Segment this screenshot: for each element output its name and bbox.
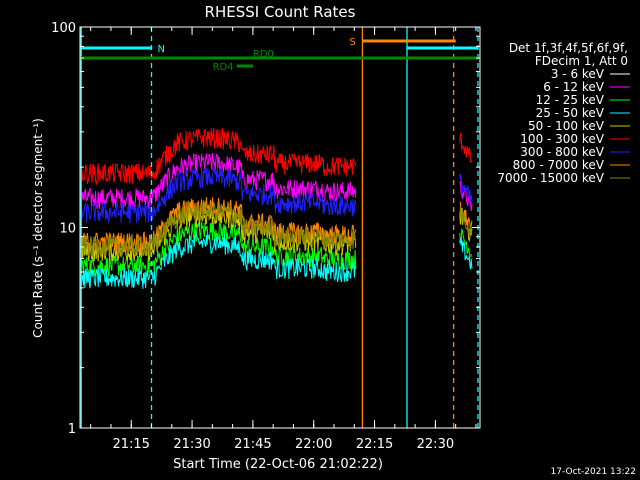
x-axis-label: Start Time (22-Oct-06 21:02:22) [173, 457, 383, 472]
x-tick-label: 21:30 [173, 437, 210, 452]
legend-entry-label: 50 - 100 keV [528, 119, 605, 133]
series-segment-post-gap [459, 249, 473, 305]
legend-entry-label: 6 - 12 keV [543, 80, 605, 94]
series-segment-pre-gap [80, 259, 357, 344]
series-segment-post-gap [459, 237, 473, 270]
legend-entry-label: 800 - 7000 keV [513, 158, 605, 172]
series-segment-post-gap [459, 201, 473, 232]
x-tick-label: 21:45 [234, 437, 271, 452]
series-segment-pre-gap [80, 231, 357, 289]
x-tick-label: 22:15 [356, 437, 393, 452]
series-segment-post-gap [459, 132, 472, 163]
series-segment-pre-gap [80, 200, 356, 258]
series-3-6keV-line [80, 249, 473, 344]
series-segment-post-gap [459, 228, 473, 258]
series-segment-pre-gap [80, 152, 357, 210]
legend: Det 1f,3f,4f,5f,6f,9f,FDecim 1, Att 03 -… [497, 41, 630, 185]
flag-label: RD4 [213, 62, 234, 73]
legend-entry-label: 3 - 6 keV [551, 67, 605, 81]
x-axis: 21:15 21:30 21:45 22:00 22:15 22:30 [90, 27, 477, 452]
series-segment-post-gap [459, 207, 473, 237]
legend-entry-label: 300 - 800 keV [520, 145, 604, 159]
y-axis: 1 10 100 [51, 21, 480, 437]
legend-entry-label: 7000 - 15000 keV [497, 171, 604, 185]
series-segment-pre-gap [80, 127, 357, 186]
series-segment-pre-gap [80, 166, 357, 224]
legend-header-line: FDecim 1, Att 0 [535, 54, 628, 68]
flag-label: RD0 [253, 49, 274, 60]
flag-label: S [349, 37, 355, 48]
legend-entry-label: 12 - 25 keV [536, 93, 605, 107]
chart-title: RHESSI Count Rates [205, 3, 356, 21]
x-tick-label: 22:00 [295, 437, 332, 452]
y-tick-label: 100 [51, 21, 76, 36]
series-300-800keV-line [80, 166, 473, 224]
y-axis-label: Count Rate (s⁻¹ detector segment⁻¹) [31, 118, 45, 338]
y-tick-label: 1 [68, 422, 76, 437]
series-layer [80, 127, 473, 344]
legend-entry-label: 25 - 50 keV [536, 106, 605, 120]
legend-entry-label: 100 - 300 keV [520, 132, 604, 146]
series-25-50keV-line [80, 231, 473, 289]
flag-layer: N S RD0 RD4 [80, 37, 478, 73]
x-tick-label: 21:15 [112, 437, 149, 452]
legend-header-line: Det 1f,3f,4f,5f,6f,9f, [509, 41, 628, 55]
x-tick-label: 22:30 [417, 437, 454, 452]
series-100-300keV-line [80, 127, 472, 186]
series-7000-15000keV-line [80, 200, 473, 258]
flag-label: N [158, 44, 165, 55]
y-tick-label: 10 [59, 222, 76, 237]
series-segment-post-gap [459, 173, 473, 202]
timestamp: 17-Oct-2021 13:22 [551, 467, 636, 477]
series-6-12keV-line [80, 152, 473, 211]
